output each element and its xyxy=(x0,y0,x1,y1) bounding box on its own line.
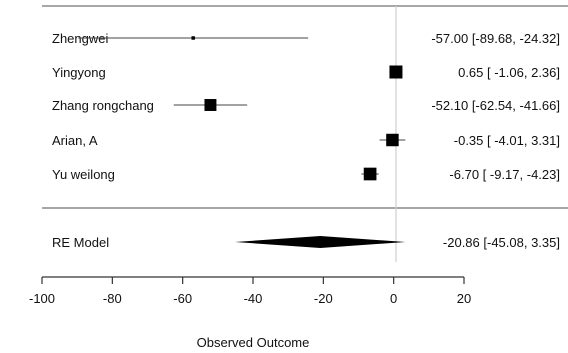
study-point-marker xyxy=(363,167,377,181)
x-axis: -100 -80 -60 -40 -20 0 20 xyxy=(29,276,471,306)
study-point-marker xyxy=(191,36,195,40)
x-tick-label: -100 xyxy=(29,291,55,306)
study-point-marker xyxy=(389,65,403,79)
study-row: Zhang rongchang -52.10 [-62.54, -41.66] xyxy=(52,98,560,113)
study-row: Zhengwei -57.00 [-89.68, -24.32] xyxy=(52,31,560,46)
study-name: Zhang rongchang xyxy=(52,98,154,113)
study-estimate-label: -6.70 [ -9.17, -4.23] xyxy=(449,167,560,182)
summary-diamond xyxy=(235,236,406,248)
study-name: Arian, A xyxy=(52,133,98,148)
study-estimate-label: -0.35 [ -4.01, 3.31] xyxy=(454,133,560,148)
study-row: Yingyong 0.65 [ -1.06, 2.36] xyxy=(52,65,560,80)
study-estimate-label: 0.65 [ -1.06, 2.36] xyxy=(458,65,560,80)
study-name: Yu weilong xyxy=(52,167,115,182)
study-name: Yingyong xyxy=(52,65,106,80)
study-row: Yu weilong -6.70 [ -9.17, -4.23] xyxy=(52,167,560,182)
summary-layer: RE Model -20.86 [-45.08, 3.35] xyxy=(52,235,560,250)
study-row: Arian, A -0.35 [ -4.01, 3.31] xyxy=(52,133,560,148)
study-point-marker xyxy=(386,133,399,147)
summary-estimate-label: -20.86 [-45.08, 3.35] xyxy=(443,235,560,250)
summary-name: RE Model xyxy=(52,235,109,250)
study-estimate-label: -52.10 [-62.54, -41.66] xyxy=(431,98,560,113)
x-tick-label: 0 xyxy=(390,291,397,306)
study-point-marker xyxy=(204,99,217,111)
x-tick-label: -20 xyxy=(314,291,333,306)
studies-layer: Zhengwei -57.00 [-89.68, -24.32] Yingyong 0… xyxy=(52,31,560,182)
x-tick-label: -60 xyxy=(173,291,192,306)
x-tick-label: -80 xyxy=(103,291,122,306)
x-axis-label: Observed Outcome xyxy=(197,335,310,350)
x-tick-label: 20 xyxy=(457,291,471,306)
study-estimate-label: -57.00 [-89.68, -24.32] xyxy=(431,31,560,46)
x-tick-label: -40 xyxy=(244,291,263,306)
